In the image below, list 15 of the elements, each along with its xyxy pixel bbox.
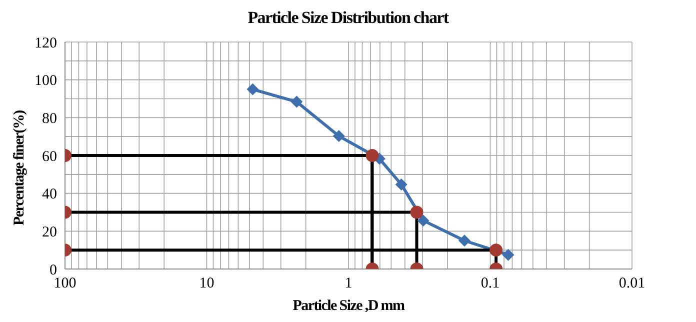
y-tick-label: 80 <box>42 110 57 127</box>
y-tick-label: 0 <box>50 262 57 278</box>
x-tick-label: 10 <box>199 276 214 292</box>
x-tick-label: 0.1 <box>480 276 500 292</box>
x-tick-label: 0.01 <box>618 276 646 292</box>
y-tick-label: 120 <box>34 35 57 52</box>
x-axis-title: Particle Size ,D mm <box>292 298 406 314</box>
x-tick-label: 1 <box>344 276 352 292</box>
chart-title: Particle Size Distribution chart <box>246 8 450 28</box>
y-axis-title: Percentage finer(%) <box>11 110 28 226</box>
y-tick-label: 20 <box>42 224 57 240</box>
y-tick-label: 40 <box>42 186 57 203</box>
y-tick-label: 60 <box>42 148 57 165</box>
x-tick-label: 100 <box>54 276 76 292</box>
y-tick-label: 100 <box>34 73 57 90</box>
